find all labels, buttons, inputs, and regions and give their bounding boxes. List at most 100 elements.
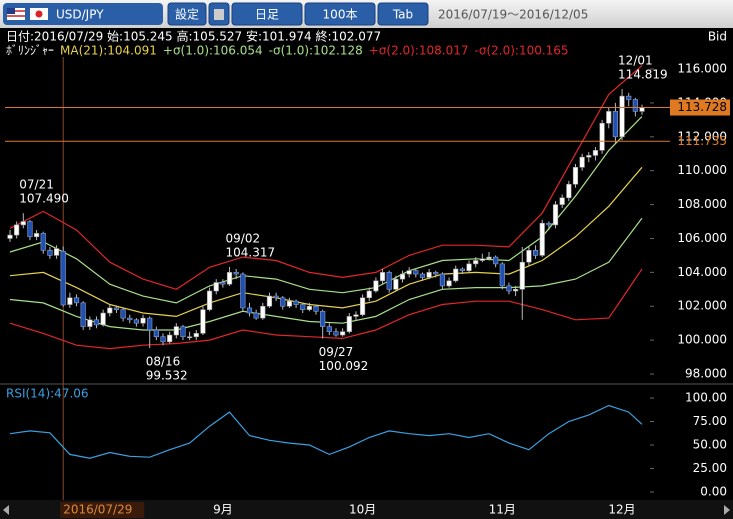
x-label: 2016/07/29 xyxy=(63,503,132,517)
candle-body xyxy=(306,305,312,310)
candle-body xyxy=(592,150,599,156)
band-line xyxy=(9,116,643,304)
candle-body xyxy=(453,268,459,282)
annotation-value: 107.490 xyxy=(19,192,69,206)
annotation-date: 12/01 xyxy=(618,54,653,68)
candle-body xyxy=(266,295,273,307)
x-label: 12月 xyxy=(608,503,635,517)
price-line-label: 111.735 xyxy=(677,134,727,148)
candle-body xyxy=(552,204,559,226)
indicator-value: -σ(1.0):102.128 xyxy=(269,44,363,58)
annotation-date: 09/02 xyxy=(226,231,261,245)
candle-body xyxy=(113,307,120,310)
candle-body xyxy=(559,197,565,205)
candle-body xyxy=(566,183,572,199)
candle-body xyxy=(73,297,80,304)
candle-body xyxy=(107,307,113,314)
y-tick-label: 100.000 xyxy=(677,333,727,347)
y-tick-label: 106.000 xyxy=(677,231,727,245)
candle-body xyxy=(433,272,439,275)
candle-body xyxy=(359,297,366,316)
candle-body xyxy=(632,99,638,112)
flag-jp-sun xyxy=(35,10,43,18)
y-tick-label: 112.000 xyxy=(677,129,727,143)
candle-body xyxy=(606,111,612,124)
candle-body xyxy=(193,333,199,338)
annotation-value: 114.819 xyxy=(618,68,668,82)
candle-body xyxy=(459,268,465,271)
candle-body xyxy=(419,273,426,278)
scroll-left[interactable] xyxy=(3,505,9,515)
button-label: Tab xyxy=(392,8,413,22)
y-tick-label: 75.00 xyxy=(693,414,727,428)
y-tick-label: 110.000 xyxy=(677,163,727,177)
candle-body xyxy=(53,248,60,256)
indicator-value: +σ(2.0):108.017 xyxy=(369,44,469,58)
button-bg xyxy=(167,2,207,26)
y-tick-label: 50.00 xyxy=(693,438,727,452)
candle-body xyxy=(246,307,253,314)
candle-body xyxy=(333,331,339,336)
candle-body xyxy=(293,300,299,305)
y-tick-label: 102.000 xyxy=(677,299,727,313)
candle-body xyxy=(446,280,452,287)
candle-body xyxy=(399,273,406,280)
candle-body xyxy=(93,319,100,326)
y-tick-label: 104.000 xyxy=(677,265,727,279)
indicator-value: MA(21):104.091 xyxy=(60,44,157,58)
annotation-date: 08/16 xyxy=(146,355,181,369)
ohlc-info: 日付:2016/07/29 始:105.245 高:105.527 安:101.… xyxy=(6,29,381,44)
candle-body xyxy=(320,311,326,327)
cursor-label-bg xyxy=(60,502,145,518)
annotation-date: 07/21 xyxy=(19,178,54,192)
button-label: 日足 xyxy=(255,8,279,22)
candle-body xyxy=(413,270,419,275)
candle-body xyxy=(486,256,492,260)
candle-body xyxy=(20,221,26,226)
date-range: 2016/07/19～2016/12/05 xyxy=(438,8,588,22)
candle-body xyxy=(619,95,625,138)
button-icon[interactable] xyxy=(208,2,230,26)
button-bg xyxy=(231,2,303,26)
candle-body xyxy=(366,290,372,299)
candle-body xyxy=(373,280,379,292)
candle-body xyxy=(519,261,525,290)
y-tick-label: 98.000 xyxy=(685,367,727,381)
candle-body xyxy=(346,316,352,332)
annotation-date: 09/27 xyxy=(319,345,354,359)
candle-body xyxy=(639,107,645,112)
scroll-right[interactable] xyxy=(724,505,730,515)
candle-body xyxy=(7,234,13,239)
button-settings[interactable]: 設定 xyxy=(167,2,207,26)
candle-body xyxy=(253,312,259,319)
y-tick-label: 100.00 xyxy=(685,391,727,405)
candle-body xyxy=(572,167,579,185)
button-period[interactable]: 日足 xyxy=(231,2,303,26)
button-count[interactable]: 100本 xyxy=(304,2,376,26)
button-bg xyxy=(377,2,429,26)
candle-body xyxy=(206,290,213,310)
indicator-value: ﾎﾞﾘﾝｼﾞｬｰ xyxy=(6,44,54,58)
candle-body xyxy=(286,300,293,307)
candle-body xyxy=(173,326,179,336)
candle-body xyxy=(127,317,133,321)
pair-selector[interactable]: USD/JPY xyxy=(3,3,163,25)
candle-body xyxy=(300,304,306,310)
candle-body xyxy=(579,156,585,168)
candle-body xyxy=(167,334,173,343)
icon xyxy=(214,9,224,20)
candle-body xyxy=(153,329,159,338)
pair-label: USD/JPY xyxy=(56,8,104,22)
band-line xyxy=(9,217,643,331)
candle-body xyxy=(426,272,432,278)
x-label: 10月 xyxy=(349,503,376,517)
y-tick-label: 108.000 xyxy=(677,197,727,211)
band-line xyxy=(9,166,643,318)
candle-body xyxy=(87,319,93,327)
button-tab[interactable]: Tab xyxy=(377,2,429,26)
candle-body xyxy=(60,250,66,306)
candle-body xyxy=(34,233,40,238)
x-label: 11月 xyxy=(489,503,516,517)
candle-body xyxy=(260,305,266,319)
